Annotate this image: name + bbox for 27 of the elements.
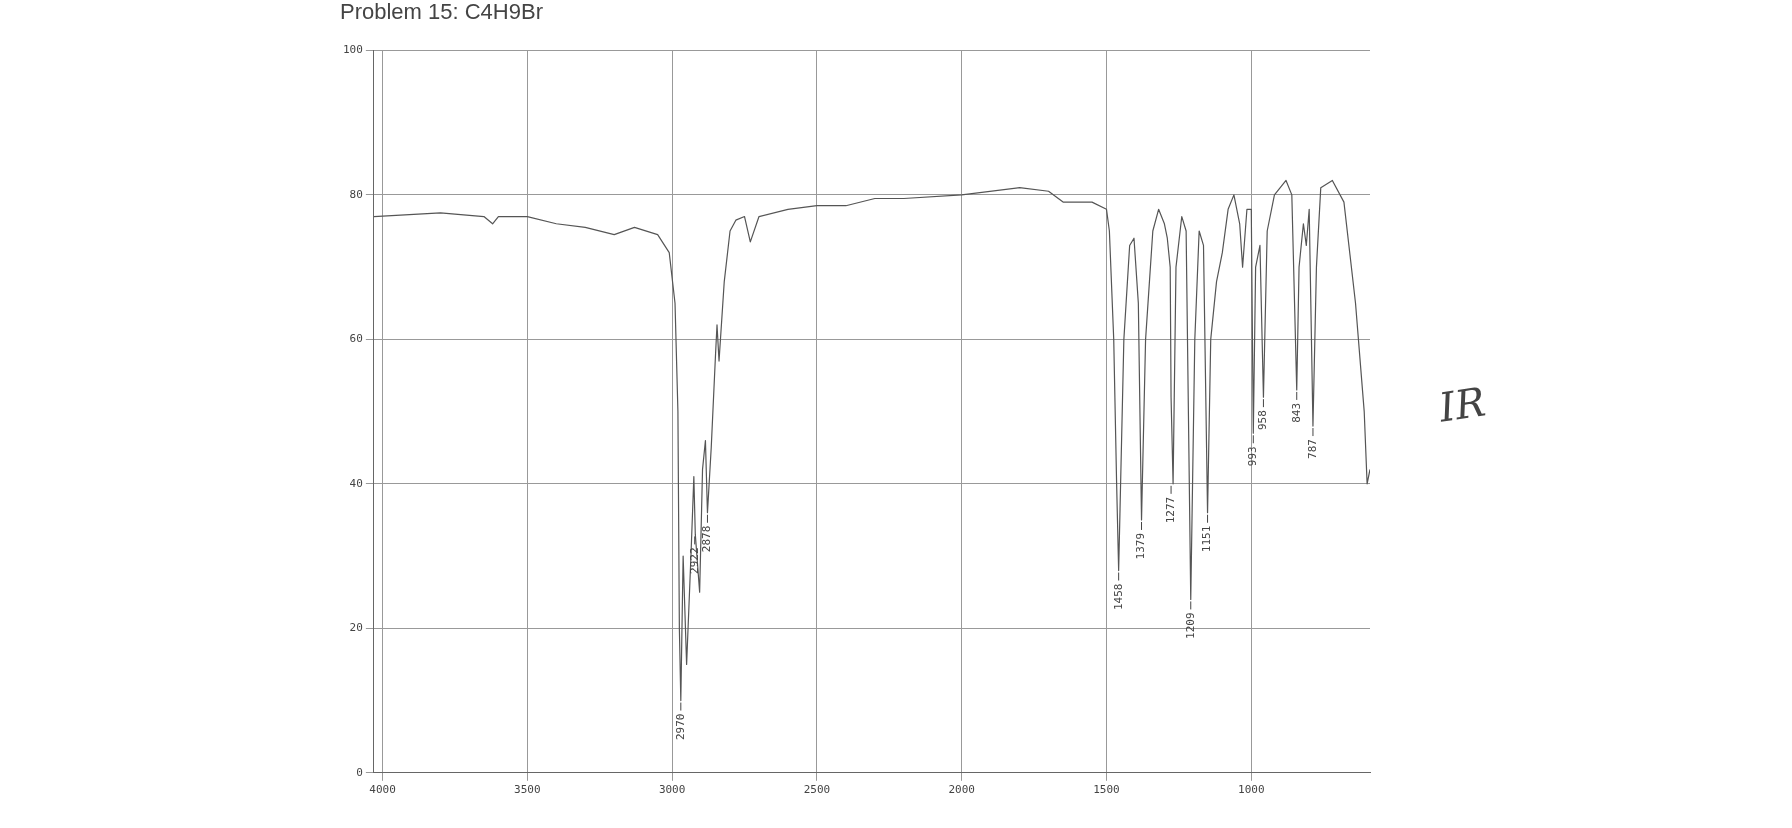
- annotation: 1277: [1163, 496, 1177, 524]
- annotation: 2878: [700, 525, 714, 553]
- y-tick-label: 80: [349, 187, 363, 201]
- annotation: 1379: [1134, 532, 1148, 560]
- annotation: 1209: [1183, 612, 1197, 639]
- y-tick-label: 100: [342, 43, 363, 57]
- x-tick-label: 4000: [369, 783, 396, 797]
- y-tick-label: 0: [356, 765, 363, 779]
- text: IR: [1435, 378, 1489, 431]
- y-tick-label: 20: [349, 621, 363, 635]
- y-tick-label: 60: [349, 332, 363, 346]
- annotation: 843: [1289, 402, 1303, 423]
- x-tick-label: 2000: [948, 783, 975, 797]
- annotation: 1151: [1200, 525, 1214, 553]
- annotation: 2922: [687, 547, 701, 574]
- annotation: 787: [1305, 439, 1319, 459]
- x-tick-label: 3000: [658, 783, 686, 797]
- annotation: 993: [1246, 446, 1260, 467]
- annotation: 2970: [673, 713, 687, 741]
- x-tick-label: 3500: [514, 783, 541, 797]
- x-tick-label: 1000: [1238, 783, 1265, 797]
- y-tick-label: 40: [349, 476, 363, 490]
- x-tick-label: 2500: [803, 783, 831, 797]
- chart-title: Problem 15: C4H9Br: [340, 0, 543, 25]
- annotation: 958: [1256, 410, 1270, 431]
- x-tick-label: 1500: [1093, 783, 1120, 797]
- annotation: 1458: [1111, 583, 1125, 611]
